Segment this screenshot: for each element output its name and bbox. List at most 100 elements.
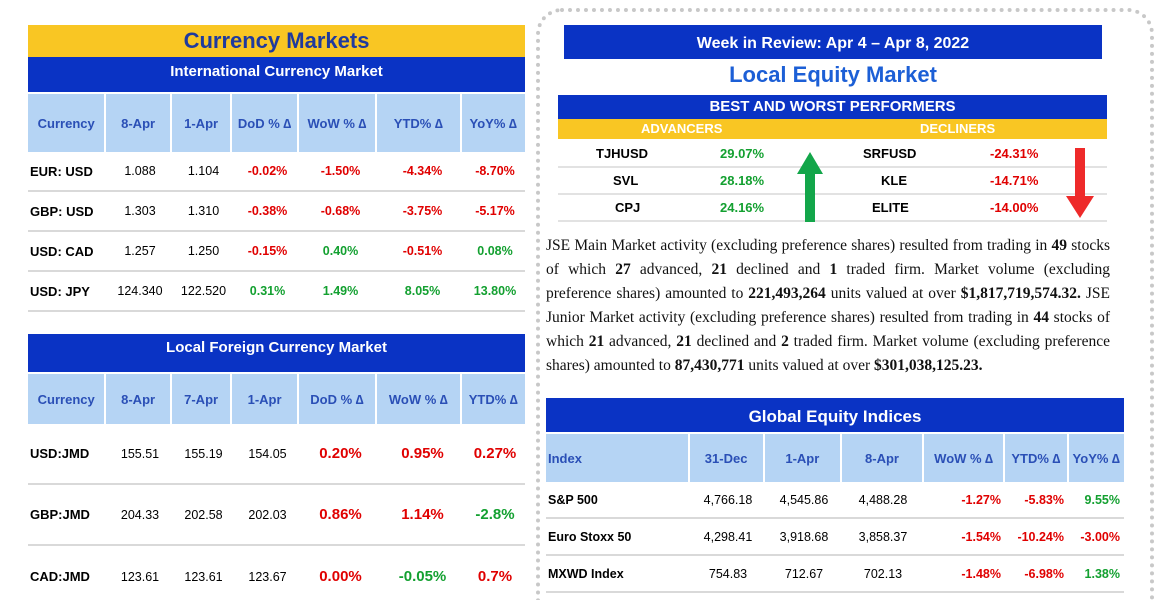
col-header: 1-Apr [171, 94, 231, 152]
ytd-cell: -4.34% [402, 164, 443, 178]
value-cell: 154.05 [248, 446, 287, 461]
col-header: DoD % ∆ [298, 374, 376, 424]
col-header: DoD % ∆ [232, 94, 297, 152]
local-market-title: Local Foreign Currency Market [28, 334, 525, 372]
col-header: Index [546, 434, 688, 482]
yoy-cell: -3.00% [1080, 529, 1120, 544]
week-review-panel [536, 8, 1154, 600]
wow-cell: 1.49% [322, 284, 359, 298]
pair-label: CAD:JMD [30, 569, 90, 584]
value-cell: 122.520 [180, 284, 227, 298]
col-header: 1-Apr [232, 374, 297, 424]
table-row: MXWD Index 754.83 712.67 702.13 -1.48% -… [546, 556, 1124, 593]
index-name: Euro Stoxx 50 [548, 529, 632, 544]
yoy-cell: 9.55% [1084, 492, 1120, 507]
index-name: MXWD Index [548, 566, 624, 581]
advancer-pct: 28.18% [720, 173, 765, 188]
advancer-name: CPJ [615, 200, 641, 215]
table-header: Index 31-Dec 1-Apr 8-Apr WoW % ∆ YTD% ∆ … [546, 432, 1124, 482]
ytd-cell: -5.83% [1024, 492, 1064, 507]
decliner-name: ELITE [872, 200, 909, 215]
decliners-label: DECLINERS [920, 121, 996, 136]
wow-cell: -1.48% [961, 566, 1001, 581]
performer-row: SVL 28.18% KLE -14.71% [558, 168, 1107, 195]
advancers-label: ADVANCERS [641, 121, 723, 136]
advancer-pct: 24.16% [720, 200, 765, 215]
decliner-name: KLE [881, 173, 907, 188]
value-cell: 202.03 [248, 507, 287, 522]
value-cell: 3,918.68 [779, 529, 829, 544]
table-header: Currency 8-Apr 7-Apr 1-Apr DoD % ∆ WoW %… [28, 372, 525, 424]
international-market-title: International Currency Market [28, 57, 525, 92]
col-header: YoY% ∆ [461, 94, 525, 152]
green-up-arrow-icon [797, 152, 823, 222]
ytd-cell: -0.51% [402, 244, 443, 258]
col-header: WoW % ∆ [924, 434, 1004, 482]
value-cell: 204.33 [120, 507, 160, 522]
yoy-cell: -8.70% [475, 164, 515, 178]
value-cell: 1.104 [187, 164, 220, 178]
dod-cell: 0.00% [319, 568, 362, 585]
wow-cell: 0.40% [322, 244, 359, 258]
week-review-title: Week in Review: Apr 4 – Apr 8, 2022 [564, 25, 1102, 59]
pair-label: USD: JPY [30, 283, 90, 299]
value-cell: 155.51 [120, 446, 160, 461]
value-cell: 702.13 [863, 566, 903, 581]
table-row: EUR: USD 1.088 1.104 -0.02% -1.50% -4.34… [28, 152, 525, 192]
wow-cell: -1.50% [320, 164, 361, 178]
wow-cell: 0.95% [401, 445, 444, 462]
col-header: 1-Apr [764, 434, 840, 482]
yoy-cell: 0.08% [477, 244, 513, 258]
col-header: 8-Apr [106, 94, 170, 152]
wow-cell: 1.14% [401, 506, 444, 523]
value-cell: 1.088 [124, 164, 156, 178]
yoy-cell: 1.38% [1084, 566, 1120, 581]
value-cell: 1.250 [187, 244, 220, 258]
wow-cell: -1.27% [961, 492, 1001, 507]
ytd-cell: -6.98% [1024, 566, 1064, 581]
value-cell: 202.58 [184, 507, 223, 522]
ytd-cell: 0.27% [473, 445, 517, 462]
best-worst-title: BEST AND WORST PERFORMERS [558, 95, 1107, 119]
ytd-cell: 8.05% [404, 284, 441, 298]
market-summary-paragraph: JSE Main Market activity (excluding pref… [546, 237, 1110, 374]
value-cell: 155.19 [184, 446, 223, 461]
yoy-cell: 13.80% [473, 284, 517, 298]
local-equity-title: Local Equity Market [729, 62, 937, 87]
value-cell: 4,488.28 [858, 492, 908, 507]
value-cell: 1.303 [124, 204, 156, 218]
yoy-cell: -5.17% [475, 204, 515, 218]
col-header: 7-Apr [171, 374, 231, 424]
decliner-pct: -14.00% [990, 200, 1039, 215]
decliner-pct: -14.71% [990, 173, 1039, 188]
decliner-pct: -24.31% [990, 146, 1039, 161]
pair-label: USD:JMD [30, 446, 90, 461]
table-row: S&P 500 4,766.18 4,545.86 4,488.28 -1.27… [546, 482, 1124, 519]
red-down-arrow-icon [1066, 148, 1094, 218]
performer-row: TJHUSD 29.07% SRFUSD -24.31% [558, 141, 1107, 168]
value-cell: 4,298.41 [703, 529, 753, 544]
value-cell: 3,858.37 [858, 529, 908, 544]
ytd-cell: -10.24% [1017, 529, 1064, 544]
pair-label: EUR: USD [30, 163, 93, 179]
value-cell: 124.340 [117, 284, 163, 298]
col-header: WoW % ∆ [377, 374, 460, 424]
dod-cell: -0.02% [247, 164, 288, 178]
table-row: USD: JPY 124.340 122.520 0.31% 1.49% 8.0… [28, 272, 525, 312]
col-header: YTD% ∆ [1005, 434, 1067, 482]
value-cell: 1.310 [187, 204, 220, 218]
pair-label: GBP: USD [30, 203, 94, 219]
value-cell: 123.61 [184, 569, 223, 584]
table-row: Euro Stoxx 50 4,298.41 3,918.68 3,858.37… [546, 519, 1124, 556]
col-header: 31-Dec [689, 434, 763, 482]
dod-cell: 0.86% [319, 506, 362, 523]
value-cell: 123.61 [120, 569, 160, 584]
wow-cell: -0.68% [320, 204, 361, 218]
table-row: CAD:JMD 123.61 123.61 123.67 0.00% -0.05… [28, 546, 525, 600]
value-cell: 1.257 [124, 244, 156, 258]
dod-cell: -0.38% [247, 204, 288, 218]
col-header: WoW % ∆ [298, 94, 376, 152]
advancer-pct: 29.07% [720, 146, 765, 161]
performers-table: TJHUSD 29.07% SRFUSD -24.31% SVL 28.18% … [558, 141, 1107, 222]
table-row: USD:JMD 155.51 155.19 154.05 0.20% 0.95%… [28, 424, 525, 485]
